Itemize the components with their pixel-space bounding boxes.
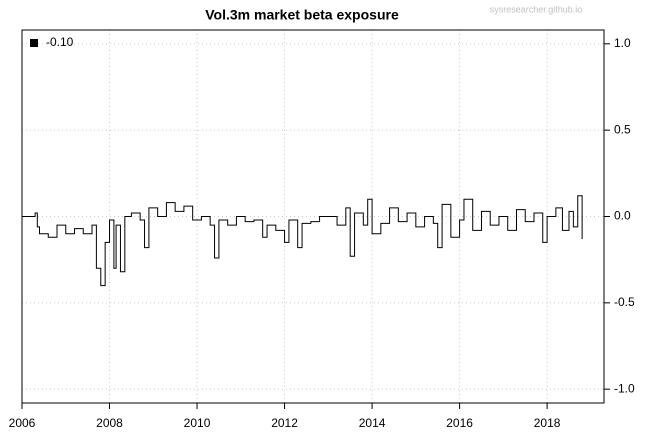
y-tick-label: 0.5 xyxy=(614,122,631,136)
legend-label: -0.10 xyxy=(46,35,74,49)
y-tick-label: -1.0 xyxy=(614,381,635,395)
y-tick-label: 0.0 xyxy=(614,209,631,223)
x-tick-label: 2006 xyxy=(9,416,36,430)
watermark: sysresearcher.github.io xyxy=(490,4,583,14)
y-tick-label: 1.0 xyxy=(614,36,631,50)
y-tick-label: -0.5 xyxy=(614,295,635,309)
chart-title: Vol.3m market beta exposure xyxy=(205,7,399,23)
x-tick-label: 2018 xyxy=(534,416,561,430)
x-tick-label: 2008 xyxy=(96,416,123,430)
x-tick-label: 2016 xyxy=(446,416,473,430)
series-line xyxy=(22,195,583,287)
legend-swatch xyxy=(30,39,38,47)
x-tick-label: 2014 xyxy=(359,416,386,430)
x-tick-label: 2012 xyxy=(271,416,298,430)
x-tick-label: 2010 xyxy=(184,416,211,430)
